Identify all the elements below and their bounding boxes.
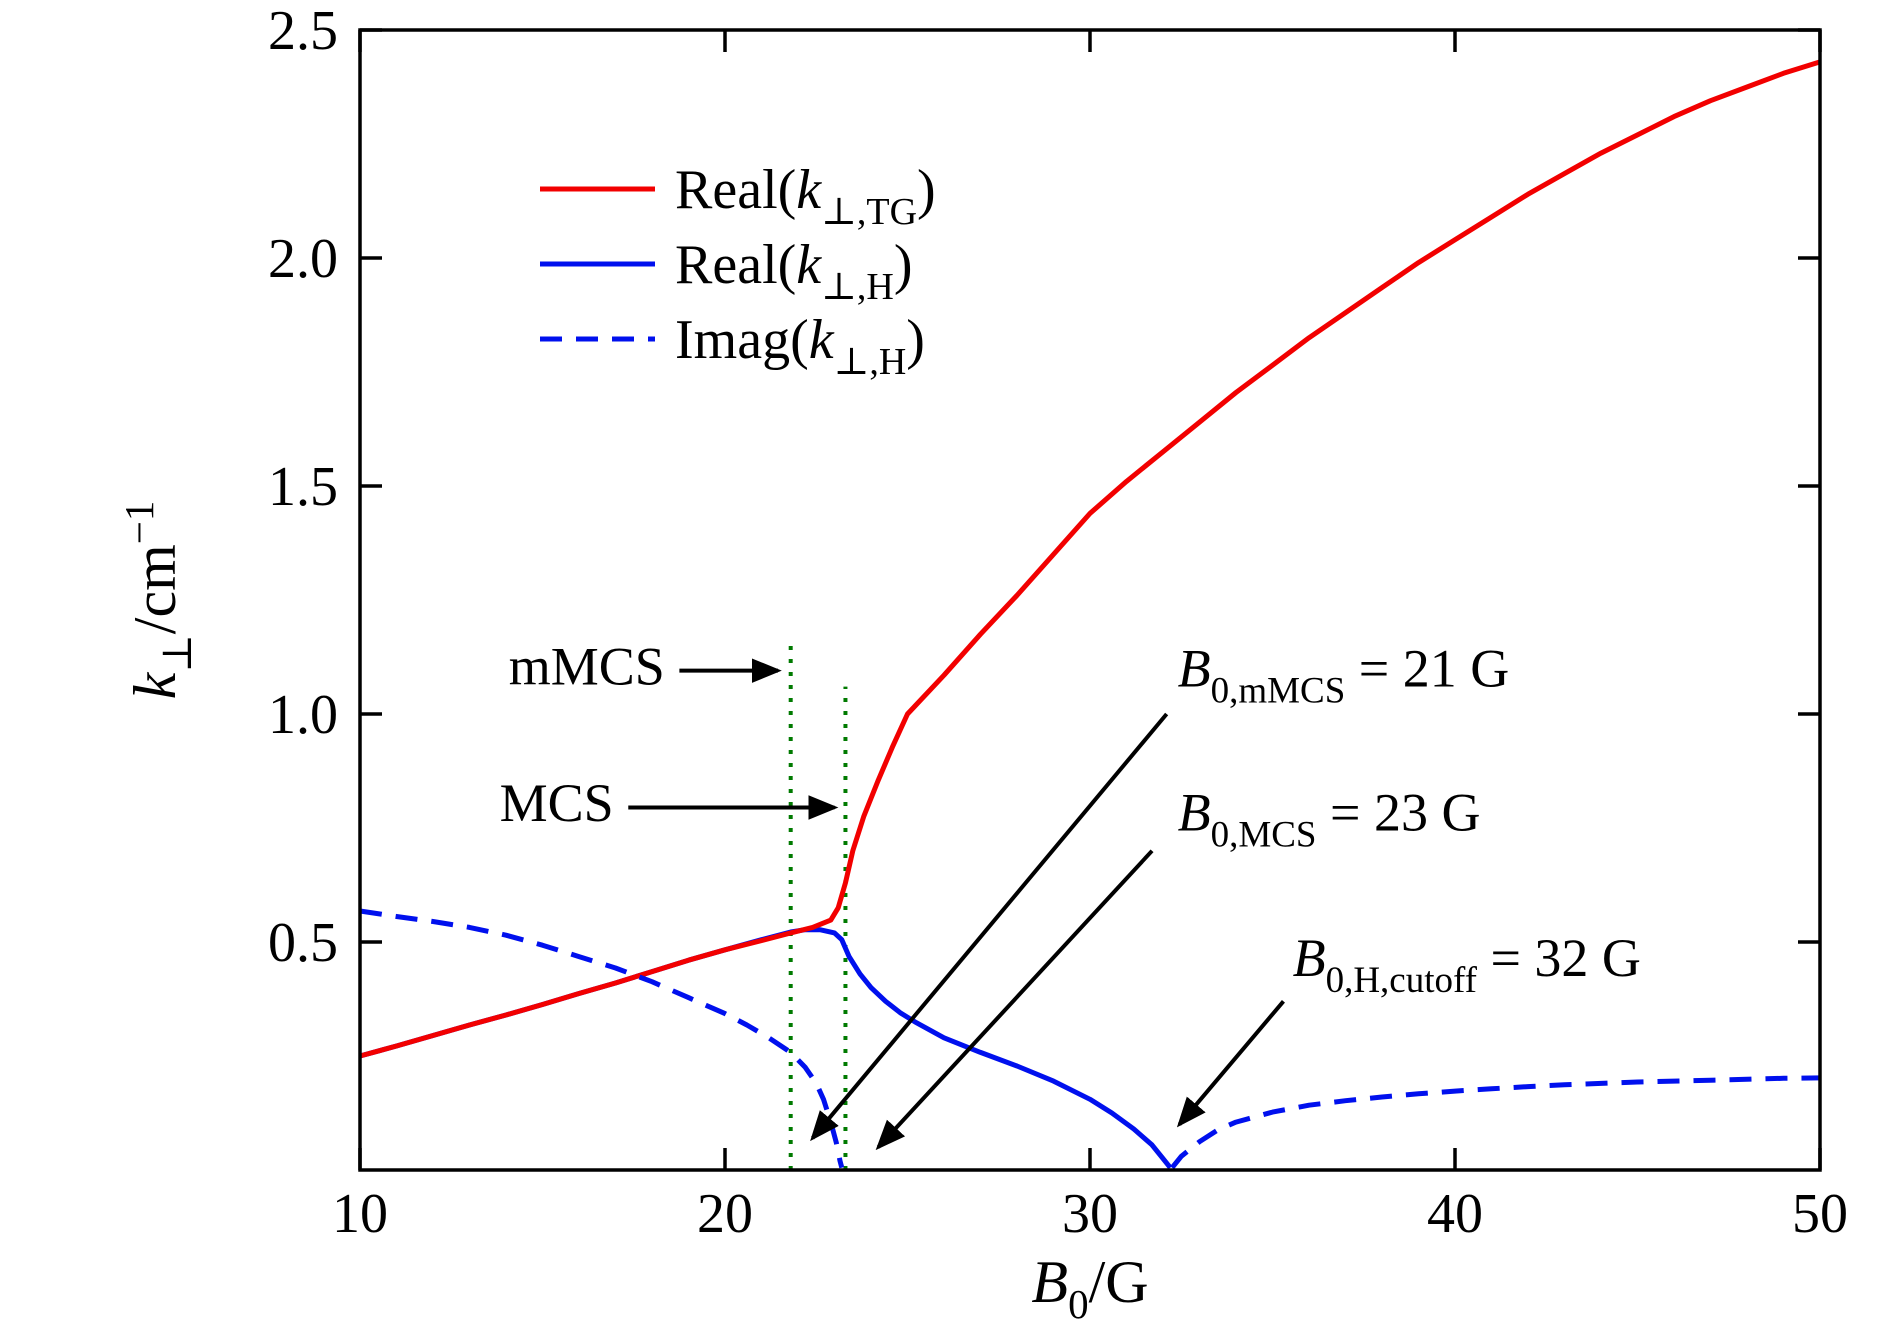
plot-frame [358,28,1822,1172]
series-imag-k-h-seg1-line [359,908,845,1169]
annotation-mcs-label: MCS [500,773,614,833]
legend-real-tg-label: Real(k⊥,TG) [675,159,936,233]
legend: Real(k⊥,TG)Real(k⊥,H)Imag(k⊥,H) [540,159,936,383]
data-series [359,59,1821,1170]
annotations: mMCS MCS B0,mMCS = 21 G B0,MCS = 23 G B0,H… [500,636,1641,1151]
annotation-b0-mmcs-arrow [810,712,1169,1142]
x-tick-label-30: 30 [1062,1183,1118,1245]
series-imag-k-h-seg2-line [1170,1075,1821,1170]
legend-imag-h-label: Imag(k⊥,H) [675,309,925,383]
y-tick-label-0.5: 0.5 [268,912,338,974]
annotation-b0-mcs-arrow [875,849,1154,1151]
y-tick-label-2: 2.0 [268,228,338,290]
y-tick-labels: 0.5 1.0 1.5 2.0 2.5 [268,0,338,974]
annotation-mmcs-label: mMCS [509,636,665,696]
y-tick-label-2.5: 2.5 [268,0,338,62]
axis-ticks [358,28,1822,1170]
x-tick-labels: 10 20 30 40 50 [332,1183,1848,1245]
x-tick-label-50: 50 [1792,1183,1848,1245]
x-tick-label-20: 20 [697,1183,753,1245]
y-axis-label: k⊥/cm−1 [116,501,200,700]
x-tick-label-10: 10 [332,1183,388,1245]
annotation-b0-mmcs-label: B0,mMCS = 21 G [1178,639,1510,712]
annotation-b0-mcs-label: B0,MCS = 23 G [1178,782,1481,855]
y-tick-label-1: 1.0 [268,684,338,746]
legend-real-h-label: Real(k⊥,H) [675,234,912,308]
x-axis-label: B0/G [1031,1249,1148,1323]
annotation-b0-cutoff-arrow [1176,999,1285,1128]
annotation-b0-cutoff-label: B0,H,cutoff = 32 G [1293,928,1641,1001]
y-tick-label-1.5: 1.5 [268,456,338,518]
x-tick-label-40: 40 [1427,1183,1483,1245]
reference-vlines [788,641,848,1170]
series-real-k-tg-line [359,59,1821,1059]
